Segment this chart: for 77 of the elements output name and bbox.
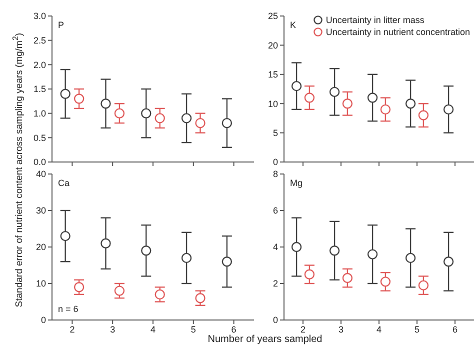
point: [100, 98, 111, 109]
annotation: K: [290, 20, 296, 30]
point: [329, 86, 340, 98]
y-tick-label: 25: [268, 11, 278, 22]
point: [141, 108, 152, 118]
point: [74, 282, 84, 292]
point: [380, 104, 391, 115]
x-axis-title: Number of years sampled: [206, 334, 324, 345]
point: [222, 118, 232, 128]
y-tick-label: 20: [268, 40, 278, 50]
point: [181, 252, 192, 264]
annotation: n = 6: [58, 304, 78, 314]
x-tick-label: 4: [150, 324, 156, 334]
x-tick-label: 6: [452, 324, 458, 334]
y-tick-label: 0: [272, 157, 278, 168]
point: [418, 280, 429, 290]
annotation: Ca: [58, 178, 70, 188]
y-tick-label: 2.0: [33, 60, 46, 70]
y-tick-label: 0: [272, 315, 278, 326]
point: [154, 113, 165, 124]
y-tick-label: 1.0: [33, 108, 46, 119]
point: [405, 252, 416, 264]
point: [195, 293, 206, 304]
y-tick-label: 10: [36, 278, 46, 289]
point: [367, 92, 378, 103]
point: [74, 94, 84, 104]
y-tick-label: 2.5: [33, 36, 46, 46]
point: [405, 98, 416, 109]
point: [304, 269, 315, 280]
x-tick-label: 5: [414, 324, 420, 334]
x-tick-label: 2: [300, 324, 306, 334]
point: [114, 108, 125, 118]
point: [100, 238, 111, 248]
y-tick-label: 6: [272, 206, 278, 216]
point: [154, 289, 165, 300]
point: [60, 230, 70, 242]
x-tick-label: 4: [376, 324, 382, 334]
y-tick-label: 40: [36, 169, 46, 180]
point: [380, 276, 391, 287]
x-tick-label: 6: [231, 324, 236, 334]
point: [443, 104, 454, 115]
point: [418, 110, 429, 120]
y-tick-label: 3.0: [33, 11, 46, 22]
x-tick-label: 3: [338, 324, 344, 334]
point: [291, 80, 302, 92]
point: [114, 286, 125, 296]
y-tick-label: 0: [40, 315, 46, 326]
x-tick-label: 2: [70, 324, 75, 334]
point: [304, 92, 315, 103]
point: [329, 246, 340, 256]
point: [342, 272, 353, 284]
y-tick-label: 15: [268, 70, 278, 80]
y-tick-label: 30: [36, 206, 46, 216]
y-tick-label: 5: [272, 128, 278, 138]
y-tick-label: 0.0: [33, 157, 46, 168]
point: [367, 249, 378, 260]
y-tick-label: 1.5: [33, 84, 46, 94]
y-tick-label: 2: [272, 278, 278, 289]
legend-label: Uncertainty in nutrient concentration: [326, 26, 470, 38]
annotation: P: [58, 20, 64, 30]
point: [141, 246, 152, 256]
point: [195, 118, 206, 128]
x-tick-label: 3: [110, 324, 116, 334]
point: [342, 98, 353, 109]
point: [222, 256, 232, 267]
y-tick-label: 20: [36, 242, 46, 252]
x-tick-label: 5: [190, 324, 196, 334]
y-tick-label: 4: [272, 242, 278, 252]
point: [291, 242, 302, 252]
y-tick-label: 8: [272, 169, 278, 180]
point: [181, 113, 192, 124]
annotation: Mg: [290, 178, 303, 188]
point: [443, 256, 454, 267]
legend-label: Uncertainty in litter mass: [326, 14, 424, 26]
y-tick-label: 10: [268, 98, 278, 109]
point: [60, 88, 70, 99]
y-tick-label: 0.5: [33, 132, 46, 143]
